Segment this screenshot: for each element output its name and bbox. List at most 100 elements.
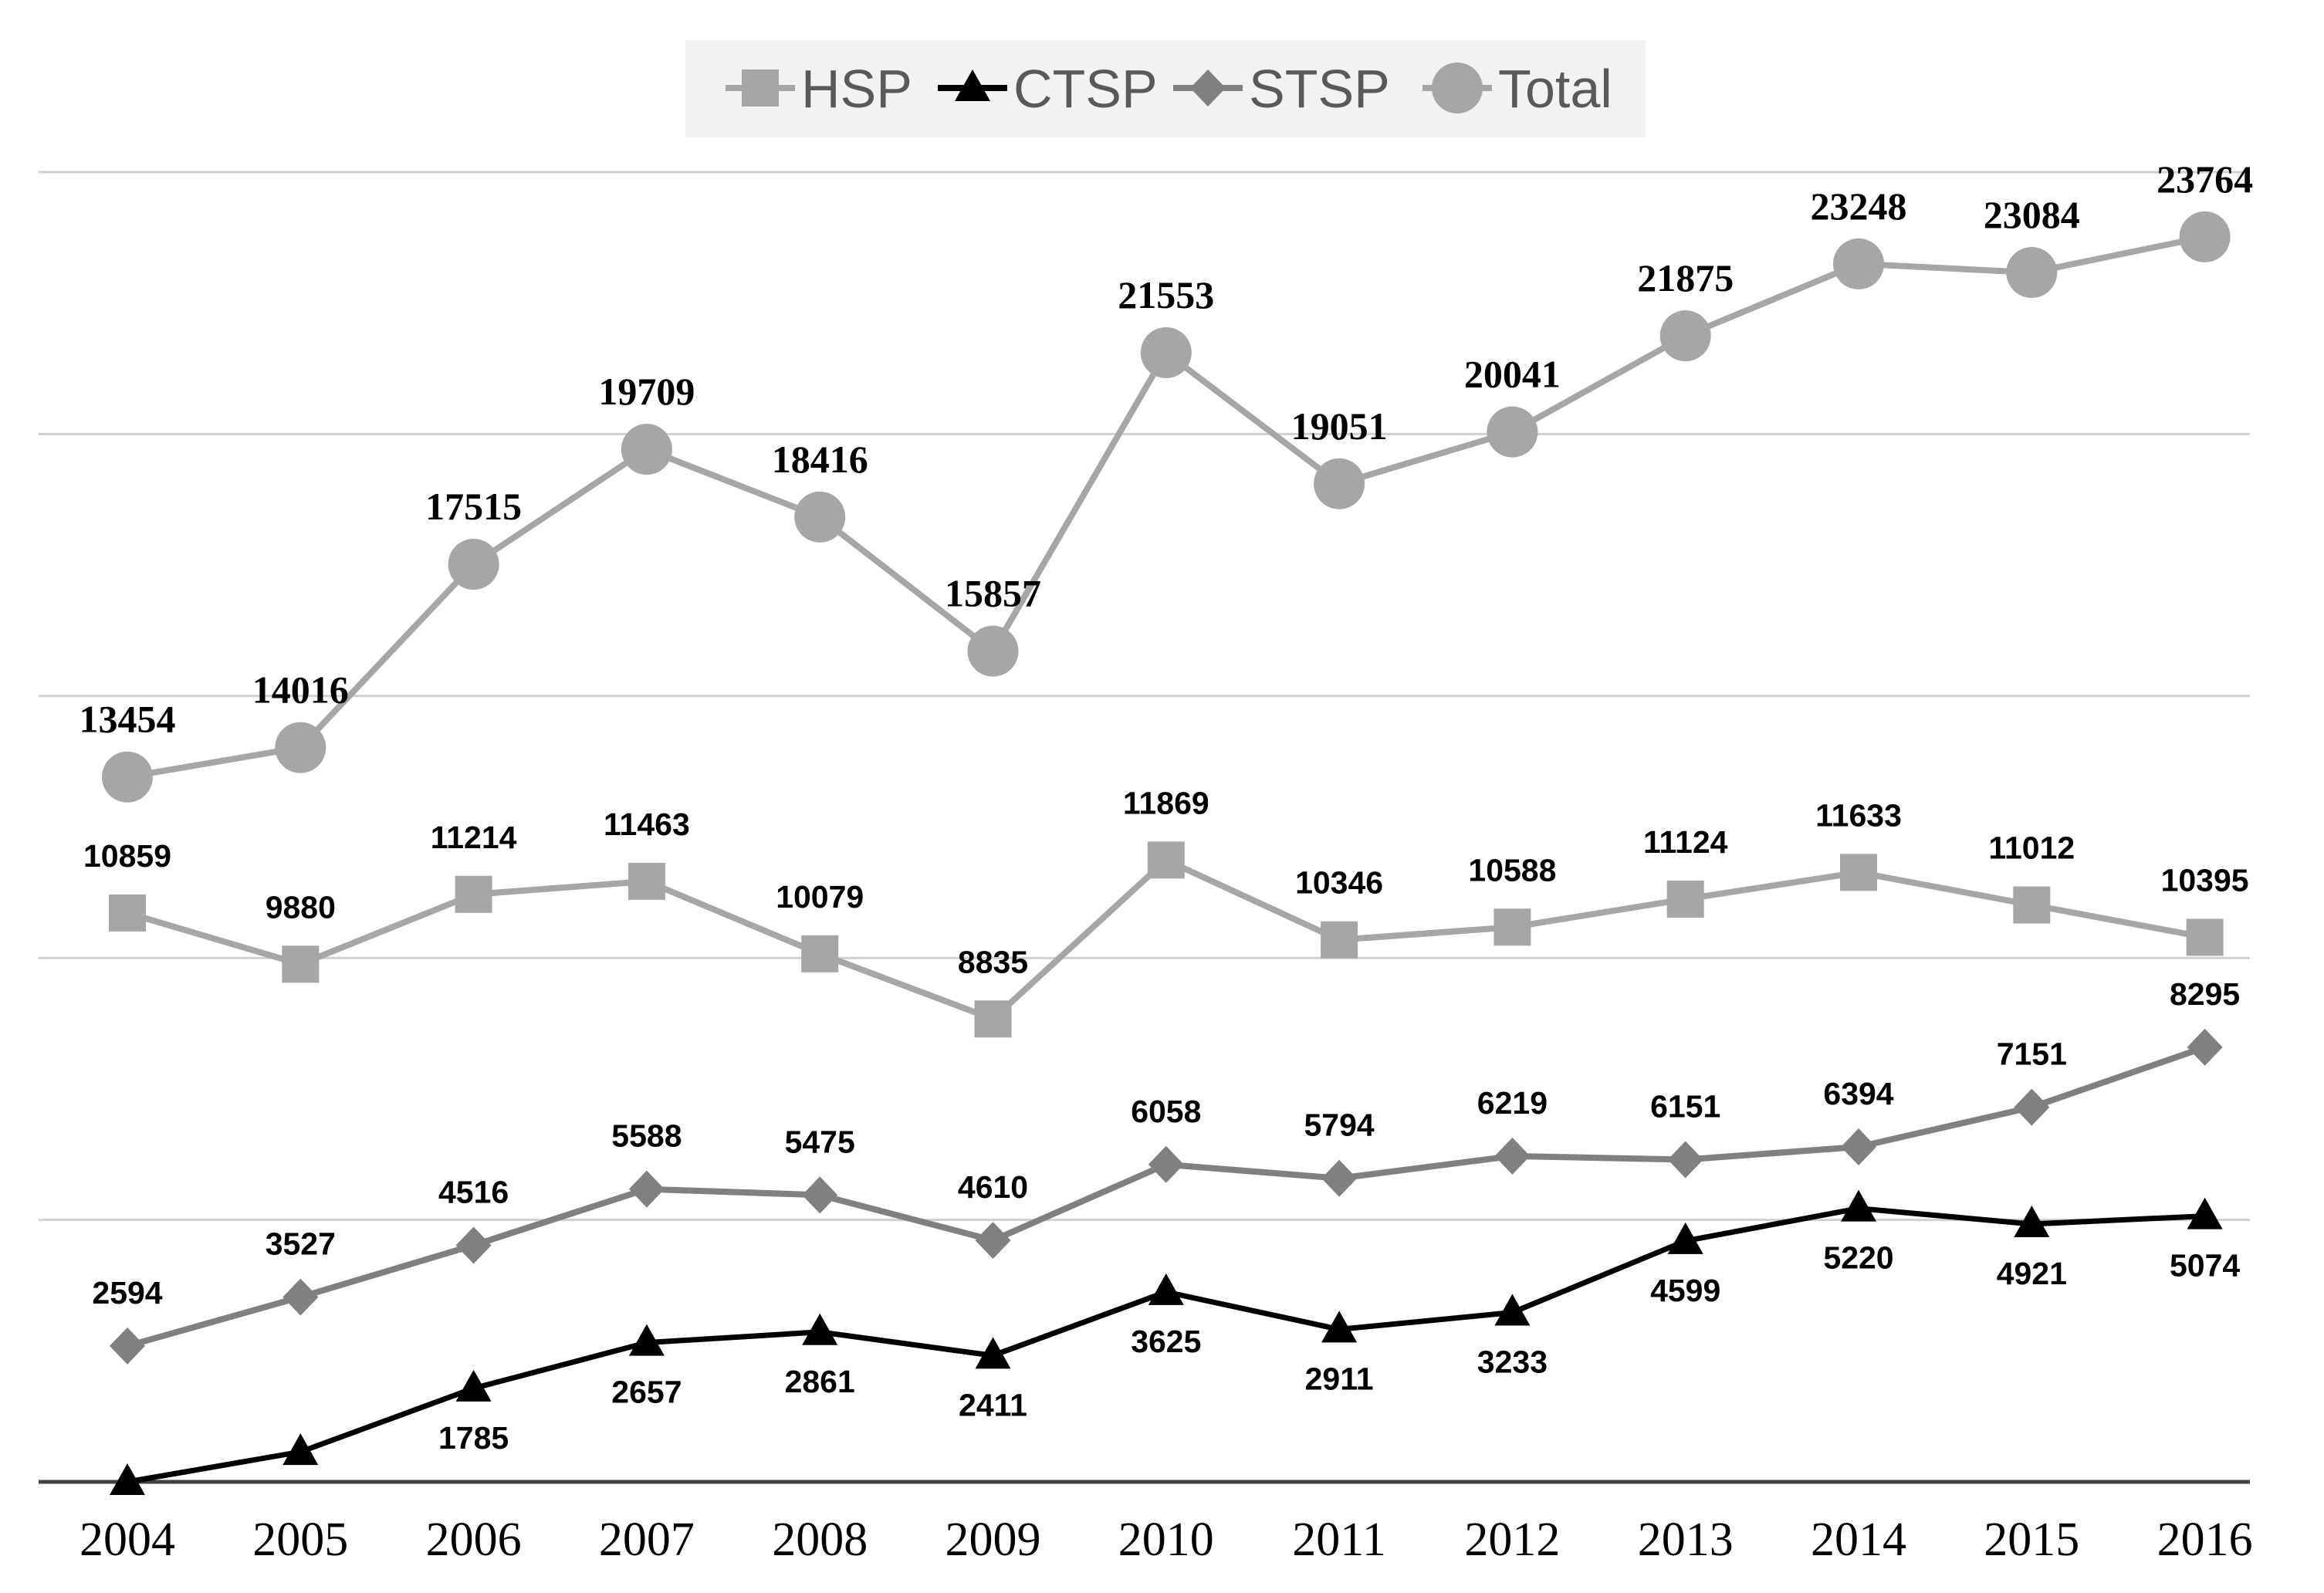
hsp-label-2005: 9880 xyxy=(266,889,336,925)
stsp-label-2014: 6394 xyxy=(1823,1076,1893,1111)
x-tick-2010: 2010 xyxy=(1118,1514,1214,1566)
total-marker-2007 xyxy=(621,424,672,475)
x-tick-2007: 2007 xyxy=(599,1514,695,1566)
ctsp-label-2015: 4921 xyxy=(1997,1256,2067,1291)
ctsp-label-2006: 1785 xyxy=(438,1420,509,1456)
series-markers xyxy=(102,211,2231,1495)
legend-marker-stsp xyxy=(1190,69,1226,107)
x-tick-2012: 2012 xyxy=(1464,1514,1560,1566)
hsp-marker-2006 xyxy=(455,875,492,913)
stsp-marker-2006 xyxy=(455,1226,492,1264)
hsp-marker-2012 xyxy=(1494,908,1531,946)
x-tick-2005: 2005 xyxy=(252,1514,348,1566)
total-label-2013: 21875 xyxy=(1637,256,1734,299)
ctsp-marker-2016 xyxy=(2187,1197,2223,1229)
total-label-2011: 19051 xyxy=(1291,404,1388,448)
x-tick-2008: 2008 xyxy=(772,1514,868,1566)
x-tick-2016: 2016 xyxy=(2157,1514,2253,1566)
total-marker-2015 xyxy=(2006,247,2058,299)
hsp-marker-2011 xyxy=(1321,921,1358,959)
total-marker-2010 xyxy=(1140,326,1192,378)
stsp-marker-2016 xyxy=(2187,1028,2223,1066)
hsp-line xyxy=(126,857,2206,1023)
ctsp-marker-2010 xyxy=(1148,1273,1184,1305)
legend-label-hsp: HSP xyxy=(801,59,912,119)
legend: HSP CTSP STSP Total xyxy=(685,40,1646,137)
ctsp-marker-2011 xyxy=(1321,1311,1358,1343)
stsp-marker-2012 xyxy=(1494,1137,1531,1175)
total-marker-2008 xyxy=(794,491,846,543)
stsp-marker-2008 xyxy=(802,1176,838,1214)
hsp-marker-2014 xyxy=(1840,854,1877,891)
total-marker-2009 xyxy=(967,625,1019,677)
total-label-2012: 20041 xyxy=(1464,353,1561,396)
hsp-label-2012: 10588 xyxy=(1468,852,1556,888)
ctsp-marker-2012 xyxy=(1494,1294,1531,1326)
stsp-label-2010: 6058 xyxy=(1131,1094,1201,1129)
ctsp-label-2014: 5220 xyxy=(1823,1240,1893,1276)
hsp-marker-2015 xyxy=(2013,886,2051,924)
x-tick-2009: 2009 xyxy=(945,1514,1041,1566)
total-label-2005: 14016 xyxy=(252,668,349,712)
stsp-marker-2007 xyxy=(628,1170,665,1208)
stsp-marker-2015 xyxy=(2014,1088,2050,1126)
ctsp-marker-2014 xyxy=(1841,1189,1876,1222)
stsp-label-2008: 5475 xyxy=(785,1124,855,1159)
x-tick-2004: 2004 xyxy=(79,1514,175,1566)
hsp-marker-2013 xyxy=(1666,880,1704,918)
stsp-label-2015: 7151 xyxy=(1997,1037,2067,1072)
total-label-2014: 23248 xyxy=(1811,184,1907,228)
ctsp-marker-2004 xyxy=(110,1463,145,1495)
stsp-label-2016: 8295 xyxy=(2170,976,2240,1012)
ctsp-label-2010: 3625 xyxy=(1131,1324,1201,1359)
x-tick-2015: 2015 xyxy=(1984,1514,2079,1566)
ctsp-label-2011: 2911 xyxy=(1305,1361,1374,1396)
ctsp-label-2008: 2861 xyxy=(785,1364,855,1399)
stsp-label-2006: 4516 xyxy=(438,1174,509,1209)
x-tick-2006: 2006 xyxy=(426,1514,522,1566)
gridlines xyxy=(39,171,2250,1222)
hsp-label-2009: 8835 xyxy=(958,944,1028,979)
ctsp-marker-2009 xyxy=(975,1337,1011,1369)
hsp-marker-2016 xyxy=(2186,918,2224,956)
legend-marker-ctsp xyxy=(955,69,990,101)
total-label-2016: 23764 xyxy=(2157,157,2253,201)
ctsp-label-2012: 3233 xyxy=(1477,1344,1548,1380)
legend-label-total: Total xyxy=(1498,59,1612,119)
stsp-marker-2004 xyxy=(110,1327,145,1365)
hsp-label-2015: 11012 xyxy=(1988,830,2075,866)
legend-marker-total xyxy=(1432,63,1483,113)
hsp-marker-2010 xyxy=(1147,841,1185,879)
hsp-marker-2008 xyxy=(801,935,839,972)
ctsp-label-2007: 2657 xyxy=(611,1375,682,1410)
stsp-label-2013: 6151 xyxy=(1650,1088,1720,1124)
total-marker-2004 xyxy=(102,751,153,803)
x-tick-2013: 2013 xyxy=(1638,1514,1734,1566)
total-marker-2014 xyxy=(1833,238,1884,289)
stsp-marker-2013 xyxy=(1667,1141,1703,1179)
stsp-label-2009: 4610 xyxy=(958,1169,1028,1205)
stsp-marker-2014 xyxy=(1841,1128,1876,1165)
ctsp-marker-2015 xyxy=(2014,1205,2050,1237)
hsp-label-2016: 10395 xyxy=(2161,862,2249,898)
total-label-2008: 18416 xyxy=(772,438,868,481)
ctsp-marker-2013 xyxy=(1667,1222,1703,1254)
ctsp-marker-2007 xyxy=(628,1324,665,1356)
hsp-marker-2005 xyxy=(282,945,320,983)
data-labels: 1785 2657 2861 2411 3625 2911 3233 4599 5220 4921… xyxy=(79,157,2254,1456)
legend-label-ctsp: CTSP xyxy=(1013,59,1158,119)
ctsp-marker-2008 xyxy=(802,1313,838,1345)
stsp-marker-2010 xyxy=(1148,1145,1184,1183)
legend-marker-hsp xyxy=(742,69,779,107)
hsp-label-2008: 10079 xyxy=(776,879,864,915)
legend-label-stsp: STSP xyxy=(1249,59,1390,119)
stsp-label-2004: 2594 xyxy=(92,1275,162,1311)
total-label-2004: 13454 xyxy=(79,698,176,741)
hsp-marker-2007 xyxy=(628,862,665,900)
ctsp-label-2016: 5074 xyxy=(2170,1248,2240,1284)
total-label-2015: 23084 xyxy=(1984,193,2080,236)
total-marker-2016 xyxy=(2179,211,2231,262)
total-label-2010: 21553 xyxy=(1118,273,1214,316)
total-marker-2005 xyxy=(275,722,326,773)
